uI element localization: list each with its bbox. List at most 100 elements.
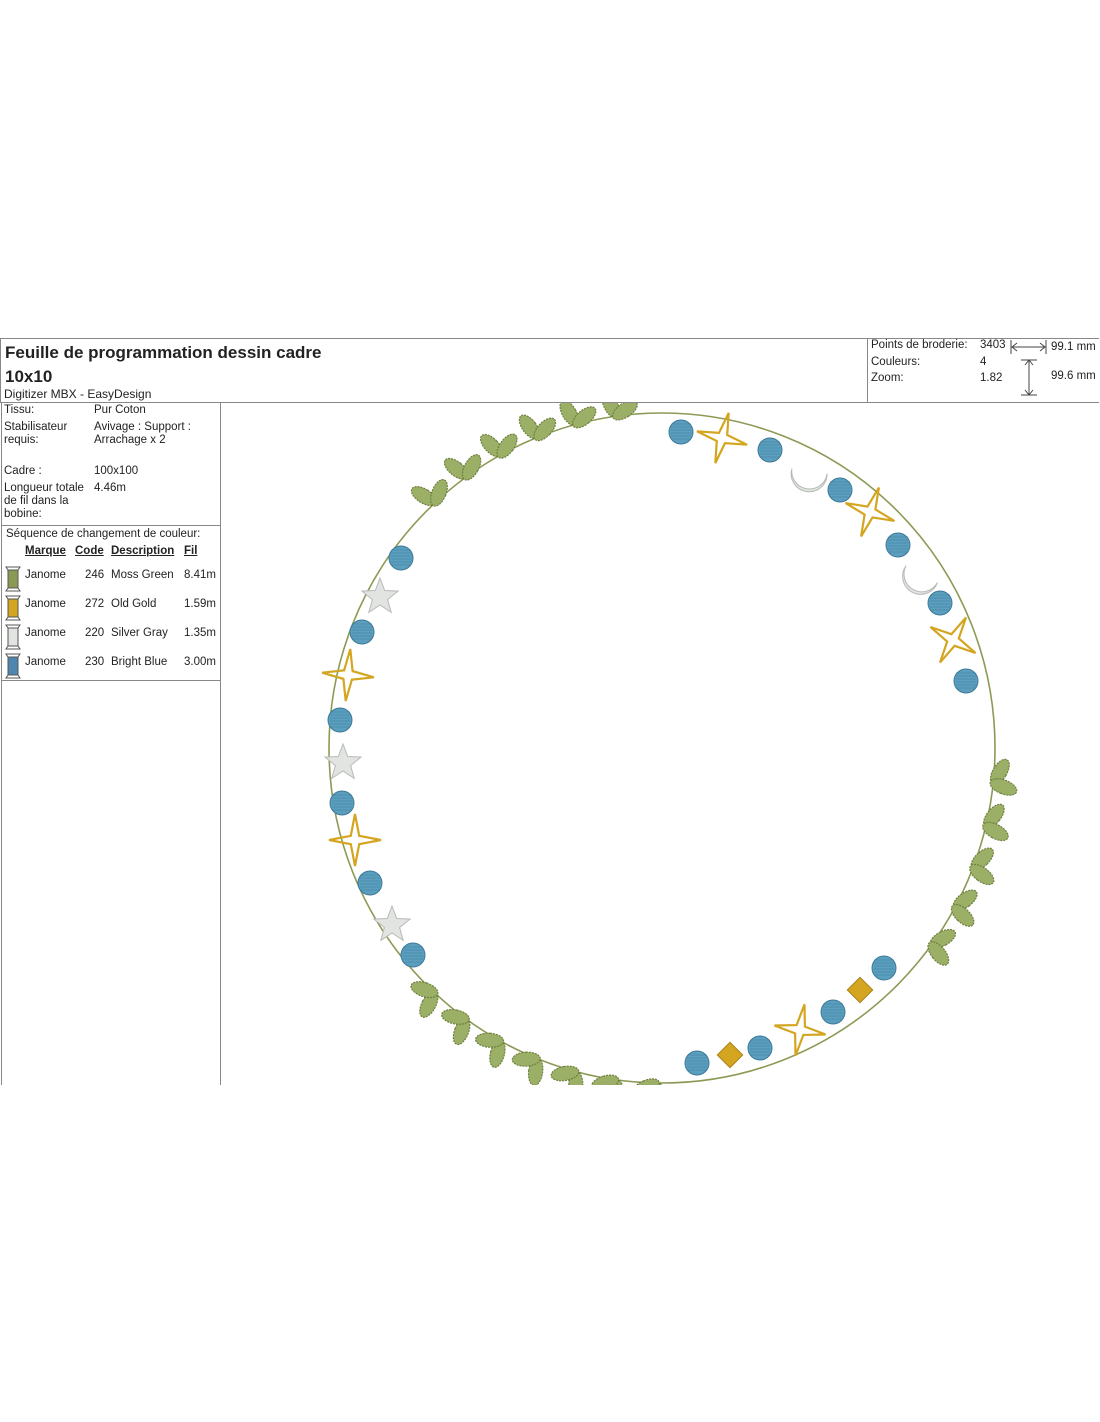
zoom-value: 1.82: [980, 372, 1003, 384]
brand: Janome: [25, 598, 66, 610]
gold-star: [696, 412, 748, 464]
header: Feuille de programmation dessin cadre 10…: [0, 338, 1099, 403]
leaf-pair: [410, 981, 439, 1018]
blue-dot: [327, 707, 353, 733]
blue-dot: [388, 545, 414, 571]
blue-dot: [927, 590, 953, 616]
dimension-arrows-icon: [1010, 340, 1047, 396]
leaf: [430, 478, 448, 507]
leaf-pair: [511, 1051, 544, 1085]
leaf: [969, 863, 995, 886]
stabilizer-value: Avivage : Support : Arrachage x 2: [94, 421, 191, 446]
design-stats: Points de broderie: 3403 Couleurs: 4 Zoo…: [867, 338, 1100, 403]
blue-dot: [400, 942, 426, 968]
description: Old Gold: [111, 598, 157, 610]
leaf: [611, 403, 638, 421]
fabric-info: Tissu: Pur Coton Stabilisateur requis: A…: [2, 403, 221, 526]
frame-value: 100x100: [94, 465, 139, 477]
bobbin-label: Longueur totale de fil dans la bobine:: [4, 482, 84, 520]
code: 230: [85, 656, 105, 668]
color-sequence: Séquence de changement de couleur: Marqu…: [2, 525, 221, 681]
software-label: Digitizer MBX - EasyDesign: [4, 387, 152, 401]
header-code: Code: [75, 545, 104, 557]
stem: [328, 412, 996, 1084]
leaf: [632, 1078, 660, 1085]
embroidery-design-preview: [321, 403, 1018, 1085]
thread-length: 1.59m: [184, 598, 216, 610]
leaf-pair: [475, 1032, 506, 1068]
thread-spool-icon: [5, 595, 21, 621]
color-sequence-title: Séquence de changement de couleur:: [6, 528, 201, 540]
leaf: [511, 1051, 541, 1067]
leaf-pair: [559, 403, 597, 429]
leaf-pair: [982, 803, 1009, 842]
frame-label: Cadre :: [4, 465, 42, 477]
leaf: [989, 778, 1018, 796]
leaf-pair: [927, 928, 957, 966]
width-value: 99.1 mm: [1051, 341, 1096, 353]
leaf-pair: [479, 433, 518, 459]
leaf-pair: [601, 403, 638, 421]
leaf-pair: [969, 847, 995, 886]
color-row: Janome 220 Silver Gray 1.35m: [2, 624, 221, 655]
blue-dot: [871, 955, 897, 981]
color-row: Janome 272 Old Gold 1.59m: [2, 595, 221, 626]
leaf: [950, 903, 975, 927]
gold-star: [321, 648, 375, 702]
description: Bright Blue: [111, 656, 168, 668]
leaf: [590, 1074, 620, 1085]
thread-length: 3.00m: [184, 656, 216, 668]
thread-spool-icon: [5, 566, 21, 592]
leaf: [410, 981, 439, 999]
blue-dot: [329, 790, 355, 816]
gold-star: [774, 1004, 826, 1056]
leaf: [496, 433, 518, 459]
leaf: [461, 454, 482, 481]
blue-dot: [757, 437, 783, 463]
leaf: [475, 1032, 505, 1048]
color-row: Janome 230 Bright Blue 3.00m: [2, 653, 221, 684]
thread-spool-icon: [5, 653, 21, 679]
color-row: Janome 246 Moss Green 8.41m: [2, 566, 221, 597]
leaf-pair: [518, 414, 557, 442]
brand: Janome: [25, 569, 66, 581]
brand: Janome: [25, 627, 66, 639]
leaf: [982, 821, 1009, 842]
code: 246: [85, 569, 105, 581]
header-brand: Marque: [25, 545, 66, 557]
blue-dot: [747, 1035, 773, 1061]
code: 220: [85, 627, 105, 639]
fabric-label: Tissu:: [4, 404, 35, 416]
blue-dot: [668, 419, 694, 445]
page-title: Feuille de programmation dessin cadre 10…: [5, 343, 322, 386]
leaf: [572, 406, 597, 429]
blue-dot: [820, 999, 846, 1025]
leaf-pair: [441, 1008, 471, 1046]
leaf: [441, 1008, 470, 1025]
gold-diamond: [716, 1041, 744, 1069]
leaf-pair: [632, 1078, 668, 1085]
zoom-label: Zoom:: [871, 372, 904, 384]
brand: Janome: [25, 656, 66, 668]
left-panel: Tissu: Pur Coton Stabilisateur requis: A…: [1, 403, 221, 1085]
silver-star: [360, 576, 400, 614]
thread-length: 1.35m: [184, 627, 216, 639]
code: 272: [85, 598, 105, 610]
colors-label: Couleurs:: [871, 356, 921, 368]
leaf-pair: [410, 478, 448, 507]
moon: [902, 565, 938, 595]
fabric-value: Pur Coton: [94, 404, 146, 416]
stitches-label: Points de broderie:: [871, 339, 968, 351]
stabilizer-label: Stabilisateur requis:: [4, 421, 68, 446]
blue-dot: [953, 668, 979, 694]
silver-star: [372, 904, 412, 942]
gold-star: [845, 487, 895, 537]
leaf-pair: [590, 1074, 625, 1085]
header-description: Description: [111, 545, 175, 557]
blue-dot: [684, 1050, 710, 1076]
leaf-pair: [443, 454, 482, 481]
leaf: [533, 417, 557, 442]
blue-dot: [349, 619, 375, 645]
header-thread: Fil: [184, 545, 198, 557]
